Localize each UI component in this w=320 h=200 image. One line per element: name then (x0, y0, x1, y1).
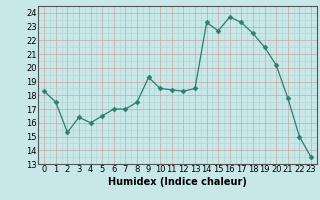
X-axis label: Humidex (Indice chaleur): Humidex (Indice chaleur) (108, 177, 247, 187)
